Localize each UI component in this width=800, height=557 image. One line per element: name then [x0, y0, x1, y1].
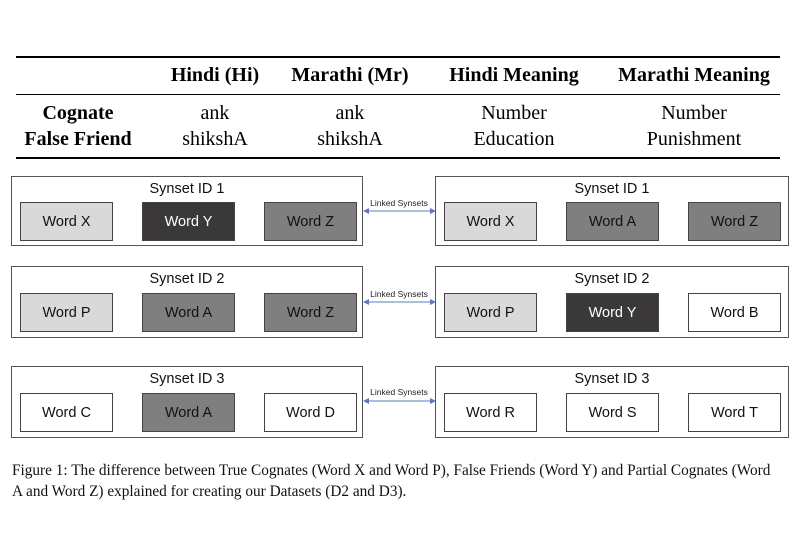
table-bottom-rule — [16, 157, 780, 159]
word-box: Word Z — [688, 202, 781, 241]
cell-marathi-meaning: Number — [661, 102, 727, 124]
figure-caption: Figure 1: The difference between True Co… — [12, 460, 792, 502]
cell-marathi-meaning: Punishment — [646, 128, 742, 150]
synset-box-marathi-1: Synset ID 1 Word X Word A Word Z — [435, 176, 789, 246]
word-box: Word Z — [264, 202, 357, 241]
word-box: Word C — [20, 393, 113, 432]
word-box: Word P — [20, 293, 113, 332]
double-arrow-icon — [363, 208, 436, 214]
caption-line-2: A and Word Z) explained for creating our… — [12, 483, 407, 500]
double-arrow-icon — [363, 299, 436, 305]
header-marathi: Marathi (Mr) — [291, 64, 409, 86]
word-box: Word A — [142, 393, 235, 432]
cell-marathi: shikshA — [317, 128, 383, 150]
cell-marathi: ank — [335, 102, 365, 124]
header-marathi-meaning: Marathi Meaning — [618, 64, 770, 86]
double-arrow-icon — [363, 398, 436, 404]
row-label-false-friend: False Friend — [24, 128, 132, 150]
cell-hindi-meaning: Number — [481, 102, 547, 124]
word-box: Word Y — [566, 293, 659, 332]
synset-box-hindi-2: Synset ID 2 Word P Word A Word Z — [11, 266, 363, 338]
synset-title: Synset ID 2 — [149, 271, 225, 287]
word-box: Word A — [566, 202, 659, 241]
word-box: Word D — [264, 393, 357, 432]
word-box: Word Z — [264, 293, 357, 332]
cell-hindi: ank — [200, 102, 230, 124]
table-header-rule — [16, 94, 780, 95]
table-top-rule — [16, 56, 780, 58]
word-box: Word X — [444, 202, 537, 241]
word-box: Word B — [688, 293, 781, 332]
word-box: Word P — [444, 293, 537, 332]
caption-line-1: Figure 1: The difference between True Co… — [12, 462, 771, 479]
synset-title: Synset ID 3 — [149, 371, 225, 387]
link-label: Linked Synsets — [370, 387, 428, 397]
row-label-cognate: Cognate — [42, 102, 114, 124]
link-label: Linked Synsets — [370, 198, 428, 208]
synset-title: Synset ID 2 — [574, 271, 650, 287]
cell-hindi-meaning: Education — [473, 128, 555, 150]
cell-hindi: shikshA — [182, 128, 248, 150]
synset-box-marathi-2: Synset ID 2 Word P Word Y Word B — [435, 266, 789, 338]
word-box: Word S — [566, 393, 659, 432]
word-box: Word R — [444, 393, 537, 432]
header-hindi-meaning: Hindi Meaning — [449, 64, 579, 86]
synset-box-hindi-1: Synset ID 1 Word X Word Y Word Z — [11, 176, 363, 246]
word-box: Word T — [688, 393, 781, 432]
word-box: Word A — [142, 293, 235, 332]
synset-box-marathi-3: Synset ID 3 Word R Word S Word T — [435, 366, 789, 438]
synset-title: Synset ID 1 — [574, 181, 650, 197]
word-box: Word X — [20, 202, 113, 241]
header-hindi: Hindi (Hi) — [170, 64, 260, 86]
synset-title: Synset ID 3 — [574, 371, 650, 387]
synset-box-hindi-3: Synset ID 3 Word C Word A Word D — [11, 366, 363, 438]
synset-title: Synset ID 1 — [149, 181, 225, 197]
word-box: Word Y — [142, 202, 235, 241]
link-label: Linked Synsets — [370, 289, 428, 299]
